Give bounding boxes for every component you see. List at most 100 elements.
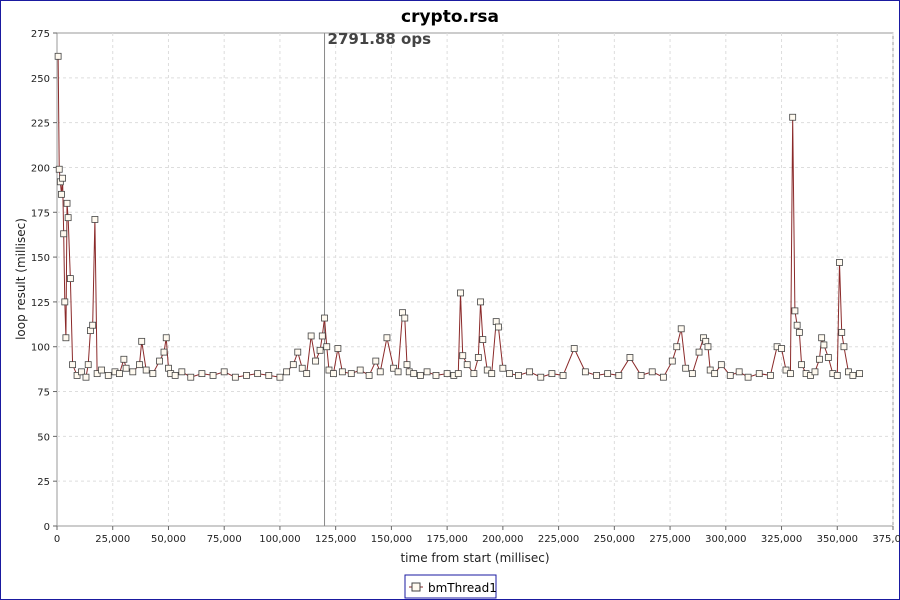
- data-point: [499, 364, 507, 372]
- data-point: [648, 368, 656, 376]
- data-point: [604, 370, 612, 378]
- data-point: [706, 366, 714, 374]
- data-point: [160, 348, 168, 356]
- data-point: [688, 370, 696, 378]
- data-point: [659, 373, 667, 381]
- data-point: [64, 214, 72, 222]
- x-axis-label: time from start (millisec): [400, 551, 549, 565]
- legend-marker: [411, 582, 421, 592]
- y-tick-label: 125: [31, 298, 50, 309]
- x-tick-label: 200,000: [482, 534, 523, 545]
- data-point: [243, 372, 250, 379]
- data-point: [735, 368, 743, 376]
- data-point: [318, 332, 326, 340]
- data-point: [142, 366, 150, 374]
- data-point: [711, 370, 719, 378]
- data-point: [209, 372, 217, 379]
- y-tick-label: 0: [44, 522, 50, 533]
- x-tick-label: 225,000: [538, 534, 579, 545]
- data-point: [459, 352, 467, 360]
- data-point: [432, 372, 440, 379]
- data-point: [403, 361, 411, 369]
- data-point: [156, 357, 163, 365]
- data-point: [717, 361, 725, 369]
- data-point: [178, 368, 186, 376]
- data-point: [136, 361, 143, 369]
- y-tick-label: 225: [31, 119, 50, 130]
- data-point: [162, 334, 170, 342]
- data-point: [593, 372, 600, 379]
- y-tick-label: 75: [37, 388, 50, 399]
- x-tick-label: 375,000: [872, 534, 900, 545]
- data-point: [443, 370, 451, 378]
- plot-area: [56, 32, 894, 527]
- data-point: [91, 216, 99, 223]
- data-point: [755, 370, 763, 378]
- y-tick-label: 200: [31, 163, 50, 174]
- data-point: [570, 345, 578, 352]
- data-point: [787, 370, 794, 378]
- data-point: [265, 372, 273, 379]
- data-point: [372, 357, 380, 365]
- data-point: [726, 372, 734, 379]
- data-point: [334, 345, 342, 352]
- data-point: [791, 307, 799, 315]
- data-point: [626, 354, 634, 361]
- x-tick-label: 350,000: [817, 534, 858, 545]
- data-point: [55, 165, 63, 173]
- data-point: [795, 328, 803, 336]
- data-point: [323, 343, 331, 351]
- data-point: [307, 332, 315, 340]
- data-point: [298, 364, 306, 372]
- x-tick-label: 25,000: [95, 534, 130, 545]
- data-point: [325, 366, 333, 374]
- x-tick-label: 275,000: [649, 534, 690, 545]
- legend-box: [404, 574, 497, 599]
- data-point: [321, 314, 328, 322]
- data-point: [365, 372, 373, 379]
- data-point: [838, 328, 846, 336]
- data-point: [122, 364, 130, 372]
- data-point: [104, 372, 112, 379]
- data-point: [677, 325, 685, 333]
- data-point: [744, 373, 752, 381]
- data-point: [294, 348, 302, 356]
- y-axis-label: loop result (millisec): [14, 218, 28, 340]
- data-point: [833, 372, 841, 379]
- x-tick-label: 50,000: [151, 534, 186, 545]
- data-point: [276, 373, 284, 381]
- data-point: [390, 364, 398, 372]
- data-point: [849, 372, 857, 379]
- data-point: [116, 370, 123, 378]
- data-point: [82, 373, 90, 381]
- data-point: [704, 343, 712, 351]
- data-point: [383, 334, 391, 342]
- data-point: [231, 373, 239, 381]
- x-tick-label: 75,000: [207, 534, 242, 545]
- grid: [57, 33, 894, 526]
- x-tick-label: 250,000: [594, 534, 635, 545]
- data-point: [410, 370, 418, 378]
- data-point: [548, 370, 556, 378]
- data-point: [820, 341, 828, 349]
- data-point: [312, 357, 320, 365]
- legend: bmThread1: [404, 574, 497, 599]
- data-point: [303, 370, 311, 378]
- data-point: [470, 370, 478, 378]
- data-point: [506, 370, 513, 378]
- data-point: [807, 372, 814, 379]
- data-point: [416, 372, 424, 379]
- data-point: [537, 373, 545, 381]
- data-point: [615, 372, 623, 379]
- y-tick-label: 175: [31, 208, 50, 219]
- data-point: [283, 368, 291, 376]
- data-point: [778, 345, 785, 352]
- data-point: [840, 343, 848, 351]
- data-point: [818, 334, 826, 342]
- data-point: [93, 370, 101, 378]
- data-point: [463, 361, 471, 369]
- data-point: [84, 361, 92, 369]
- data-point: [149, 370, 157, 378]
- y-axis: 0 25 50 75 100 125 150 175 200 225 250 275: [31, 29, 57, 533]
- data-point: [69, 361, 77, 369]
